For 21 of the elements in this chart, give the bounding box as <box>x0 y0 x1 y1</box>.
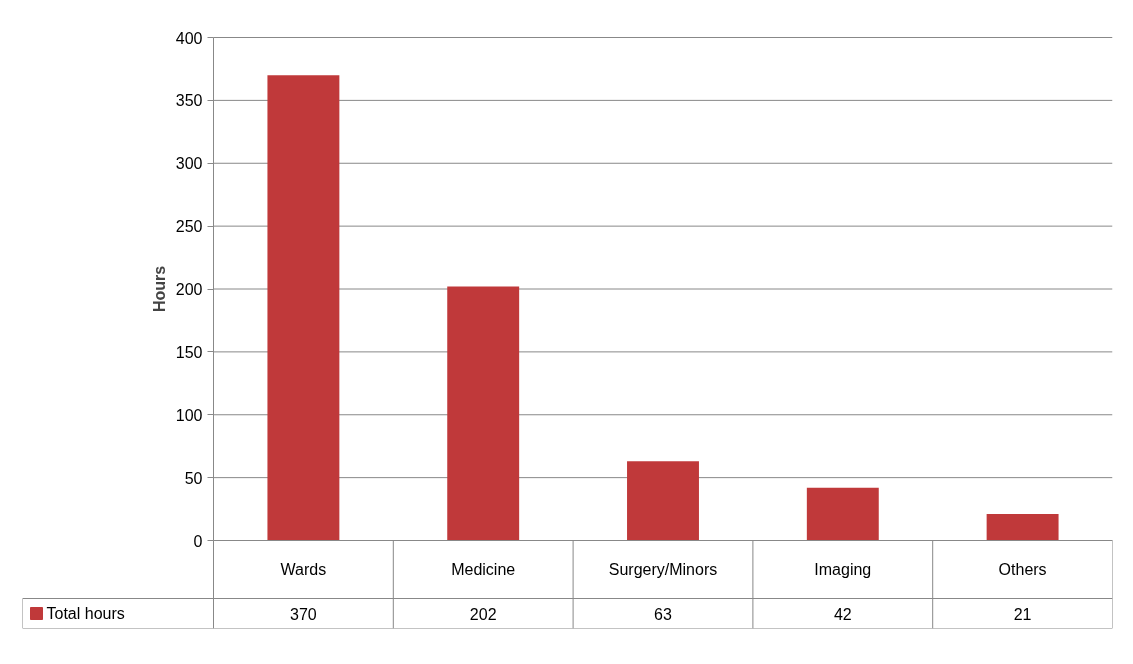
y-tick-label: 100 <box>175 406 203 424</box>
y-tick-label: 400 <box>175 29 203 47</box>
y-tick-label: 150 <box>175 343 203 361</box>
data-label: 202 <box>469 605 497 623</box>
y-tick-label: 350 <box>175 92 203 110</box>
data-label: 63 <box>654 605 672 623</box>
y-tick-label: 50 <box>184 469 203 487</box>
legend-label: Total hours <box>46 605 125 622</box>
data-label: 370 <box>290 605 317 623</box>
data-label: 42 <box>833 605 852 623</box>
x-tick-label: Wards <box>280 561 327 578</box>
y-tick-label: 300 <box>175 155 203 173</box>
y-tick-label: 250 <box>175 218 203 236</box>
data-label: 21 <box>1013 605 1032 623</box>
x-tick-label: Others <box>998 561 1047 578</box>
x-tick-label: Medicine <box>451 561 516 578</box>
x-tick-label: Surgery/Minors <box>608 561 718 578</box>
y-tick-label: 200 <box>175 281 203 298</box>
x-tick-label: Imaging <box>814 561 872 578</box>
y-tick-label: 0 <box>193 532 203 550</box>
y-axis-title: Hours <box>150 265 168 313</box>
